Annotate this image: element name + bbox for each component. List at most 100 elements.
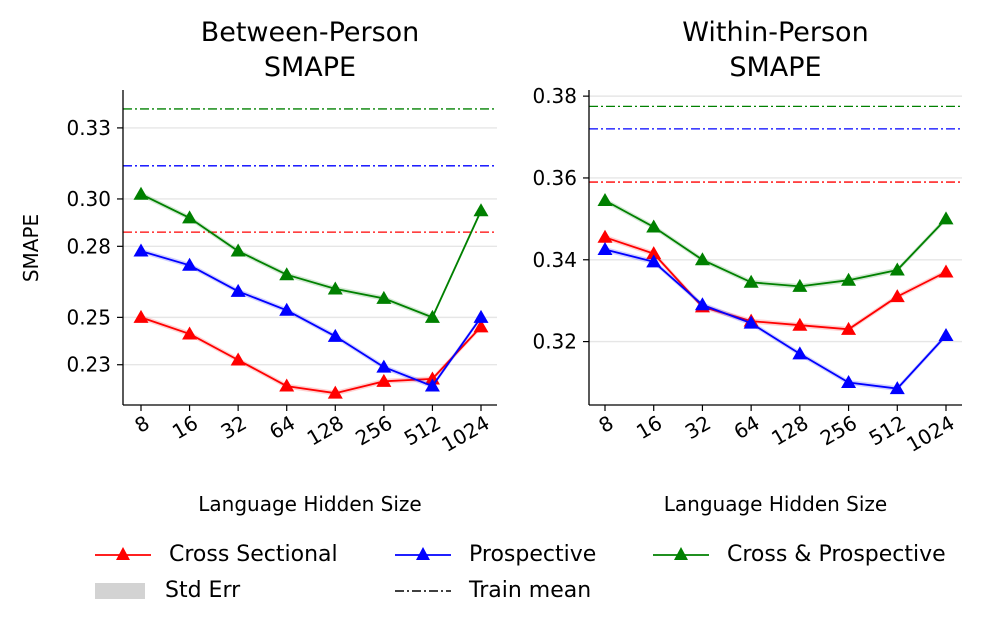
x-tick-label-32: 32 bbox=[217, 411, 251, 445]
legend-item-cross-and-prospective: Cross & Prospective bbox=[653, 542, 946, 567]
series-line-prospective bbox=[140, 250, 482, 388]
data-point-prospective-1024 bbox=[938, 327, 954, 341]
legend-swatch-std-err bbox=[95, 582, 145, 599]
y-tick-label-0.23: 0.23 bbox=[66, 353, 111, 377]
series-line-cross-sectional bbox=[140, 316, 482, 395]
y-axis-label: SMAPE bbox=[19, 214, 43, 282]
legend-item-train-mean: Train mean bbox=[395, 578, 591, 603]
data-point-prospective-512 bbox=[889, 381, 905, 395]
data-point-cross-and-prospective-64 bbox=[279, 267, 295, 281]
data-point-cross-and-prospective-8 bbox=[133, 186, 149, 200]
y-tick-label-0.30: 0.30 bbox=[66, 187, 111, 211]
data-point-cross-sectional-64 bbox=[279, 378, 295, 392]
data-point-cross-sectional-512 bbox=[889, 289, 905, 303]
data-point-prospective-8 bbox=[133, 243, 149, 257]
x-tick-label-64: 64 bbox=[265, 411, 299, 445]
data-point-cross-and-prospective-128 bbox=[792, 278, 808, 292]
x-axis-label: Language Hidden Size bbox=[198, 492, 421, 516]
legend-label-prospective: Prospective bbox=[469, 542, 597, 567]
data-point-cross-and-prospective-16 bbox=[182, 210, 198, 224]
legend-swatch-train-mean bbox=[395, 589, 451, 592]
x-tick-label-1024: 1024 bbox=[902, 411, 958, 457]
legend-item-std-err: Std Err bbox=[95, 578, 240, 603]
data-point-cross-sectional-16 bbox=[182, 326, 198, 340]
legend-label-std-err: Std Err bbox=[165, 578, 241, 603]
data-point-cross-sectional-32 bbox=[230, 352, 246, 366]
data-point-cross-sectional-8 bbox=[133, 309, 149, 323]
x-tick-label-256: 256 bbox=[351, 411, 396, 451]
legend-label-train-mean: Train mean bbox=[469, 578, 592, 603]
data-point-prospective-512 bbox=[424, 378, 440, 392]
y-tick-label-0.34: 0.34 bbox=[532, 248, 577, 272]
data-point-cross-and-prospective-16 bbox=[646, 219, 662, 233]
data-point-prospective-32 bbox=[230, 283, 246, 297]
legend-label-cross-sectional: Cross Sectional bbox=[169, 542, 338, 567]
data-point-cross-and-prospective-512 bbox=[424, 309, 440, 323]
legend-item-prospective: Prospective bbox=[395, 542, 596, 567]
data-point-prospective-256 bbox=[376, 359, 392, 373]
x-tick-label-128: 128 bbox=[767, 411, 812, 451]
data-point-cross-and-prospective-64 bbox=[743, 274, 759, 288]
data-point-prospective-16 bbox=[646, 254, 662, 268]
data-point-prospective-64 bbox=[743, 315, 759, 329]
data-point-cross-sectional-8 bbox=[597, 229, 613, 243]
std-err-band-prospective bbox=[141, 248, 481, 389]
x-tick-label-32: 32 bbox=[681, 411, 715, 445]
x-tick-label-1024: 1024 bbox=[437, 411, 493, 457]
data-point-cross-and-prospective-8 bbox=[597, 192, 613, 206]
data-point-cross-sectional-256 bbox=[841, 321, 857, 335]
y-tick-label-0.32: 0.32 bbox=[532, 330, 577, 354]
chart-panel-1: 0.23 0.25 0.28 0.30 0.33 8 16 32 64 128 256 5121024… bbox=[19, 17, 497, 516]
data-point-cross-sectional-256 bbox=[376, 373, 392, 387]
x-tick-label-8: 8 bbox=[594, 411, 617, 438]
x-axis-label: Language Hidden Size bbox=[664, 492, 887, 516]
x-tick-label-256: 256 bbox=[816, 411, 861, 451]
legend-item-cross-sectional: Cross Sectional bbox=[95, 542, 338, 567]
y-tick-label-0.33: 0.33 bbox=[66, 116, 111, 140]
legend-swatch-cross-sectional bbox=[95, 546, 151, 560]
data-point-cross-and-prospective-128 bbox=[327, 281, 343, 295]
x-tick-label-16: 16 bbox=[632, 411, 666, 445]
data-point-cross-and-prospective-1024 bbox=[938, 211, 954, 225]
data-point-cross-sectional-128 bbox=[792, 317, 808, 331]
data-point-prospective-16 bbox=[182, 257, 198, 271]
data-point-cross-sectional-128 bbox=[327, 385, 343, 399]
y-tick-label-0.36: 0.36 bbox=[532, 166, 577, 190]
data-point-cross-sectional-16 bbox=[646, 246, 662, 260]
series-line-prospective bbox=[604, 248, 947, 390]
x-tick-label-512: 512 bbox=[400, 411, 445, 451]
data-point-prospective-128 bbox=[792, 346, 808, 360]
data-point-cross-and-prospective-256 bbox=[841, 272, 857, 286]
data-point-cross-and-prospective-512 bbox=[889, 262, 905, 276]
y-tick-label-0.25: 0.25 bbox=[66, 305, 111, 329]
legend-label-cross-and-prospective: Cross & Prospective bbox=[727, 542, 946, 567]
x-tick-label-8: 8 bbox=[130, 411, 153, 438]
data-point-cross-and-prospective-1024 bbox=[473, 203, 489, 217]
data-point-prospective-1024 bbox=[473, 309, 489, 323]
chart-title-line-2: SMAPE bbox=[729, 52, 821, 83]
figure: 0.230.250.280.300.338 16 32 64 128 256 5121024… bbox=[19, 17, 962, 516]
series-line-cross-sectional bbox=[604, 236, 947, 331]
data-point-cross-and-prospective-32 bbox=[694, 252, 710, 266]
data-point-cross-sectional-1024 bbox=[473, 319, 489, 333]
x-tick-label-16: 16 bbox=[168, 411, 202, 445]
series-line-cross-and-prospective bbox=[604, 199, 947, 288]
chart-title-line-2: SMAPE bbox=[264, 52, 356, 83]
y-tick-label-0.38: 0.38 bbox=[532, 84, 577, 108]
legend-swatch-cross-and-prospective bbox=[653, 546, 709, 560]
data-point-prospective-128 bbox=[327, 328, 343, 342]
data-point-prospective-256 bbox=[841, 375, 857, 388]
std-err-band-cross-and-prospective bbox=[141, 191, 481, 320]
x-tick-label-64: 64 bbox=[730, 411, 764, 445]
legend: Cross Sectional Prospective Cross & Pros… bbox=[0, 530, 996, 630]
data-point-prospective-8 bbox=[597, 242, 613, 256]
data-point-prospective-64 bbox=[279, 302, 295, 316]
data-point-cross-and-prospective-32 bbox=[230, 243, 246, 257]
data-point-cross-and-prospective-256 bbox=[376, 290, 392, 304]
legend-swatch-prospective bbox=[395, 546, 451, 560]
y-tick-label-0.28: 0.28 bbox=[66, 234, 111, 258]
x-tick-label-128: 128 bbox=[303, 411, 348, 451]
x-tick-label-512: 512 bbox=[865, 411, 910, 451]
data-point-cross-sectional-1024 bbox=[938, 264, 954, 278]
